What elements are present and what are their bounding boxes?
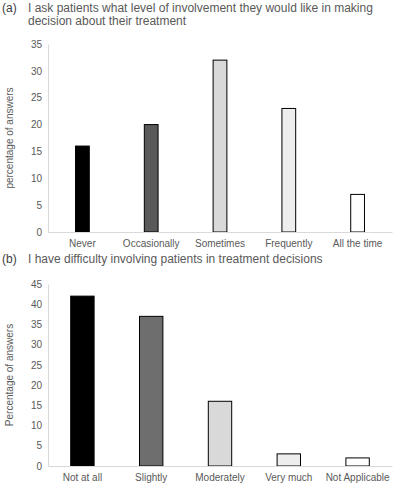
y-tick: 45 (31, 279, 48, 290)
x-tick-label: Occasionally (123, 238, 180, 249)
x-tick: Not Applicable (326, 466, 390, 483)
x-tick-label: Sometimes (195, 238, 245, 249)
bars (71, 296, 370, 466)
x-tick: Moderately (195, 466, 244, 483)
bar (76, 146, 90, 232)
bar (282, 108, 296, 232)
y-tick-label: 35 (31, 39, 43, 50)
y-axis-line (48, 285, 49, 467)
y-tick-label: 25 (31, 92, 43, 103)
chart-canvas: (a) I ask patients what level of involvem… (0, 0, 399, 500)
chart-panel: (a) I ask patients what level of involvem… (2, 1, 393, 249)
y-tick: 20 (31, 380, 48, 391)
y-tick-label: 0 (36, 227, 42, 238)
y-tick: 5 (36, 440, 48, 451)
y-tick: 20 (31, 119, 48, 130)
y-tick: 25 (31, 92, 48, 103)
x-tick-label: Moderately (195, 472, 244, 483)
y-tick: 40 (31, 299, 48, 310)
x-tick: Sometimes (195, 232, 245, 249)
y-tick-label: 10 (31, 173, 43, 184)
chart-title: I have difficulty involving patients in … (28, 252, 323, 266)
y-tick-label: 15 (31, 400, 43, 411)
x-tick-label: Never (69, 238, 96, 249)
y-tick-label: 5 (36, 440, 42, 451)
x-tick: Never (69, 232, 96, 249)
bar (71, 296, 94, 466)
x-tick: All the time (333, 232, 383, 249)
y-tick: 15 (31, 400, 48, 411)
x-tick-label: Very much (265, 472, 312, 483)
y-axis-title: percentage of answers (4, 87, 15, 188)
y-tick-label: 20 (31, 380, 43, 391)
y-axis-line (48, 45, 49, 233)
y-tick: 35 (31, 39, 48, 50)
x-tick: Frequently (265, 232, 312, 249)
y-tick: 30 (31, 339, 48, 350)
y-tick: 0 (36, 227, 48, 238)
panel-label: (b) (2, 252, 17, 266)
x-axis-line (49, 232, 393, 233)
y-tick: 15 (31, 146, 48, 157)
x-tick-label: Frequently (265, 238, 312, 249)
y-tick: 30 (31, 66, 48, 77)
y-tick: 35 (31, 319, 48, 330)
y-tick: 5 (36, 200, 48, 211)
x-tick-label: Not at all (63, 472, 102, 483)
y-tick: 10 (31, 173, 48, 184)
x-axis-line (49, 466, 393, 467)
bar (140, 316, 163, 466)
x-tick: Not at all (63, 466, 102, 483)
y-tick-label: 10 (31, 420, 43, 431)
y-tick: 25 (31, 360, 48, 371)
y-tick-label: 5 (36, 200, 42, 211)
y-axis: 0 5 10 15 20 25 30 35 40 45 (31, 279, 49, 472)
bar (346, 458, 369, 466)
y-axis: 0 5 10 15 20 25 30 35 (31, 39, 49, 238)
y-tick-label: 30 (31, 339, 43, 350)
x-axis: Never Occasionally Sometimes Frequently All … (49, 232, 393, 249)
y-tick-label: 15 (31, 146, 43, 157)
y-tick-label: 25 (31, 360, 43, 371)
x-tick: Occasionally (123, 232, 180, 249)
bar (277, 454, 300, 466)
chart-panel: (b) I have difficulty involving patients … (2, 252, 393, 483)
y-tick: 0 (36, 461, 48, 472)
bar (351, 194, 365, 232)
y-tick-label: 40 (31, 299, 43, 310)
x-tick-label: Not Applicable (326, 472, 390, 483)
bar (208, 401, 231, 466)
x-tick: Very much (265, 466, 312, 483)
y-tick-label: 30 (31, 66, 43, 77)
y-tick-label: 0 (36, 461, 42, 472)
y-axis-title: Percentage of answers (4, 324, 15, 426)
x-tick-label: All the time (333, 238, 383, 249)
panel-label: (a) (2, 1, 17, 15)
bar (213, 60, 227, 232)
y-tick-label: 35 (31, 319, 43, 330)
y-tick-label: 45 (31, 279, 43, 290)
bars (76, 60, 365, 232)
y-tick-label: 20 (31, 119, 43, 130)
x-tick-label: Slightly (135, 472, 167, 483)
x-tick: Slightly (135, 466, 167, 483)
chart-title: I ask patients what level of involvement… (28, 1, 373, 28)
bar (144, 125, 158, 232)
y-tick: 10 (31, 420, 48, 431)
x-axis: Not at all Slightly Moderately Very much Not… (49, 466, 393, 483)
